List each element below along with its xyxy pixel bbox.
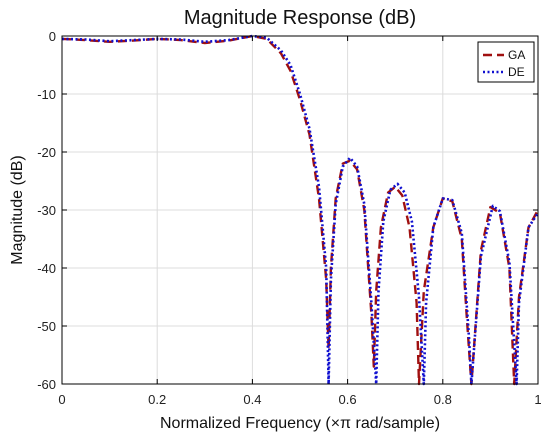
- y-tick-label: -20: [37, 145, 56, 160]
- x-tick-label: 0.2: [148, 392, 166, 407]
- y-tick-label: -50: [37, 319, 56, 334]
- x-tick-label: 0.4: [243, 392, 261, 407]
- y-tick-label: -40: [37, 261, 56, 276]
- y-tick-label: -10: [37, 87, 56, 102]
- legend-label-de: DE: [508, 65, 525, 79]
- series-layer: [61, 34, 540, 386]
- x-tick-label: 0.6: [339, 392, 357, 407]
- y-axis-title: Magnitude (dB): [9, 155, 26, 264]
- x-tick-label: 0: [58, 392, 65, 407]
- y-tick-label: -60: [37, 377, 56, 392]
- y-tick-label: 0: [49, 29, 56, 44]
- chart-title: Magnitude Response (dB): [184, 7, 416, 29]
- series-line-de: [61, 34, 540, 386]
- legend-label-ga: GA: [508, 48, 525, 62]
- x-axis-title: Normalized Frequency (×π rad/sample): [160, 415, 440, 432]
- series-line-ga: [61, 34, 540, 386]
- y-tick-label: -30: [37, 203, 56, 218]
- x-tick-label: 1: [534, 392, 541, 407]
- legend-box: [477, 41, 535, 83]
- x-tick-label: 0.8: [434, 392, 452, 407]
- ticks: 0 0.2 0.4 0.6 0.8 1 0 -10 -20 -30 -40 -50 -60: [37, 29, 541, 407]
- legend: GA DE: [477, 41, 535, 83]
